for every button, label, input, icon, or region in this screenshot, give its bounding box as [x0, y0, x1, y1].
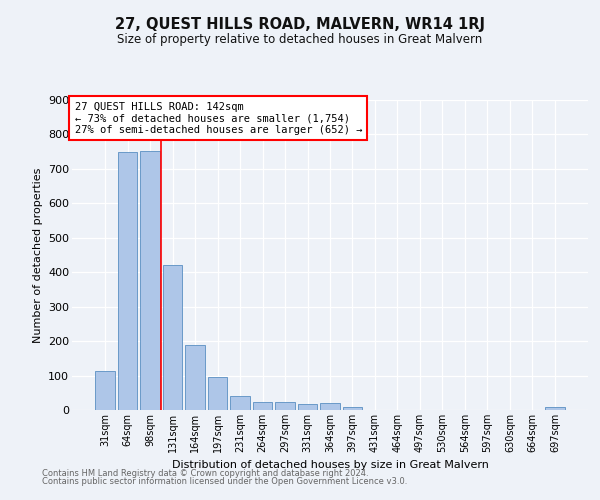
Bar: [253, 402, 272, 410]
Bar: [185, 344, 205, 410]
Bar: [320, 403, 340, 410]
Bar: [163, 266, 182, 410]
Text: Size of property relative to detached houses in Great Malvern: Size of property relative to detached ho…: [118, 32, 482, 46]
Bar: [208, 378, 227, 410]
Bar: [298, 404, 317, 410]
Text: Contains public sector information licensed under the Open Government Licence v3: Contains public sector information licen…: [42, 477, 407, 486]
Bar: [545, 407, 565, 410]
Y-axis label: Number of detached properties: Number of detached properties: [32, 168, 43, 342]
Bar: [118, 152, 137, 410]
Text: Contains HM Land Registry data © Crown copyright and database right 2024.: Contains HM Land Registry data © Crown c…: [42, 468, 368, 477]
X-axis label: Distribution of detached houses by size in Great Malvern: Distribution of detached houses by size …: [172, 460, 488, 470]
Bar: [140, 151, 160, 410]
Text: 27 QUEST HILLS ROAD: 142sqm
← 73% of detached houses are smaller (1,754)
27% of : 27 QUEST HILLS ROAD: 142sqm ← 73% of det…: [74, 102, 362, 134]
Bar: [95, 372, 115, 410]
Bar: [230, 396, 250, 410]
Bar: [275, 402, 295, 410]
Text: 27, QUEST HILLS ROAD, MALVERN, WR14 1RJ: 27, QUEST HILLS ROAD, MALVERN, WR14 1RJ: [115, 18, 485, 32]
Bar: [343, 406, 362, 410]
